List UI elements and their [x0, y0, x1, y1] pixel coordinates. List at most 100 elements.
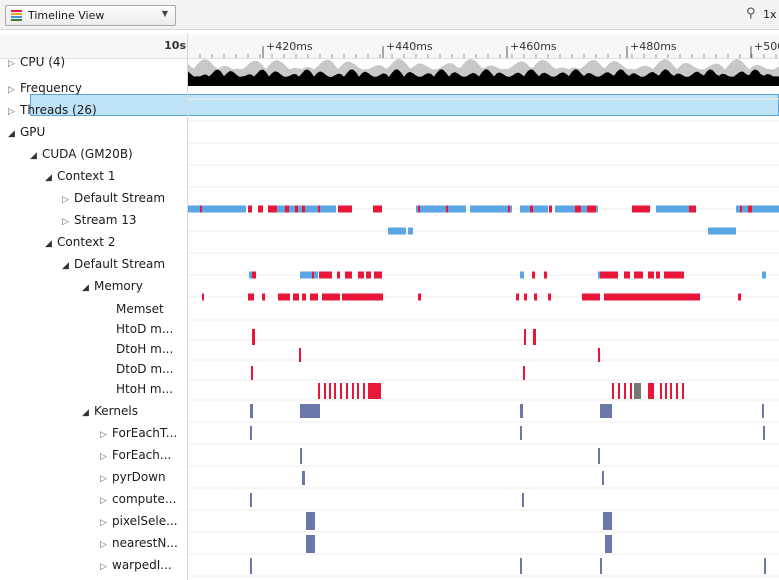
memory-bar — [262, 293, 265, 301]
tree-row[interactable]: DtoH m... — [100, 338, 173, 360]
ruler-start-label: 10s — [164, 39, 186, 52]
tree-row[interactable]: ▷ Default Stream — [62, 187, 165, 209]
memory-bar — [624, 271, 630, 279]
tree-row[interactable]: ◢ Context 2 — [45, 231, 115, 253]
tree-row[interactable]: HtoH m... — [100, 378, 173, 400]
memory-bar — [612, 383, 614, 399]
memory-bar — [604, 293, 700, 301]
kernel-bar — [388, 227, 406, 235]
tree-row[interactable]: ◢ Kernels — [82, 400, 138, 422]
collapsed-arrow-icon[interactable]: ▷ — [8, 59, 15, 69]
tree-row[interactable]: ▷ Frequency — [8, 77, 82, 99]
view-dropdown[interactable]: Timeline View ▼ — [5, 5, 176, 26]
timeline-tracks[interactable]: +420ms +440ms +460ms +480ms +500ms — [188, 34, 779, 580]
memory-bar — [632, 205, 650, 213]
expanded-arrow-icon[interactable]: ◢ — [30, 151, 37, 161]
kernel-bar — [520, 558, 522, 574]
tree-row[interactable]: ◢ Memory — [82, 275, 143, 297]
collapsed-arrow-icon[interactable]: ▷ — [100, 518, 107, 528]
collapsed-arrow-icon[interactable]: ▷ — [100, 562, 107, 572]
tree-row-label: ForEach... — [112, 448, 172, 462]
memory-bar — [368, 383, 370, 399]
collapsed-arrow-icon[interactable]: ▷ — [100, 496, 107, 506]
memory-bar — [329, 383, 331, 399]
kernel-bar — [188, 205, 246, 213]
memory-bar — [295, 205, 298, 213]
tree-row[interactable]: ▷ ForEach... — [100, 444, 171, 466]
time-ruler[interactable] — [0, 34, 779, 59]
kernel-bar — [306, 535, 315, 553]
tree-row-label: DtoH m... — [116, 342, 174, 356]
tree-row[interactable]: ▷ CPU (4) — [8, 51, 65, 73]
expanded-arrow-icon[interactable]: ◢ — [45, 173, 52, 183]
memory-bar — [202, 293, 204, 301]
memory-bar — [318, 205, 320, 213]
memory-bar — [508, 205, 510, 213]
tree-row[interactable]: ▷ pixelSele... — [100, 510, 178, 532]
tree-row[interactable]: ▷ pyrDown — [100, 466, 166, 488]
memory-bar — [293, 293, 299, 301]
tree-row-label: compute... — [112, 492, 177, 506]
tree-row[interactable]: HtoD m... — [100, 318, 173, 340]
kernel-bar — [764, 558, 766, 574]
tree-row-label: Threads (26) — [20, 103, 97, 117]
splitter[interactable] — [187, 34, 188, 580]
expanded-arrow-icon[interactable]: ◢ — [82, 408, 89, 418]
collapsed-arrow-icon[interactable]: ▷ — [62, 217, 69, 227]
memory-bar — [738, 293, 741, 301]
kernel-bar — [602, 471, 604, 485]
expanded-arrow-icon[interactable]: ◢ — [8, 129, 15, 139]
tree-row[interactable]: ◢ Context 1 — [45, 165, 115, 187]
collapsed-arrow-icon[interactable]: ▷ — [62, 195, 69, 205]
ruler-tick-label: +480ms — [630, 40, 677, 53]
memory-bar — [648, 271, 654, 279]
collapsed-arrow-icon[interactable]: ▷ — [8, 85, 15, 95]
memory-bar — [346, 383, 348, 399]
tree-row[interactable]: ▷ nearestN... — [100, 532, 178, 554]
expanded-arrow-icon[interactable]: ◢ — [82, 283, 89, 293]
collapsed-arrow-icon[interactable]: ▷ — [8, 107, 15, 117]
kernel-bar — [416, 205, 466, 213]
tree-row[interactable]: Memset — [100, 298, 164, 320]
kernel-bar — [762, 404, 764, 418]
collapsed-arrow-icon[interactable]: ▷ — [100, 474, 107, 484]
zoom-level: 1x — [763, 8, 777, 21]
collapsed-arrow-icon[interactable]: ▷ — [100, 430, 107, 440]
tree-row[interactable]: ◢ Default Stream — [62, 253, 165, 275]
tree-row[interactable]: ◢ GPU — [8, 121, 45, 143]
tree-row[interactable]: DtoD m... — [100, 358, 173, 380]
kernel-bar — [250, 493, 252, 507]
ruler-tick-label: +420ms — [266, 40, 313, 53]
kernel-bar — [520, 271, 524, 279]
collapsed-arrow-icon[interactable]: ▷ — [100, 452, 107, 462]
tree-row[interactable]: ▷ Threads (26) — [8, 99, 97, 121]
kernel-bar — [656, 205, 690, 213]
expanded-arrow-icon[interactable]: ◢ — [62, 261, 69, 271]
tree-row[interactable]: ▷ warpedI... — [100, 554, 172, 576]
tree-row-label: nearestN... — [112, 536, 178, 550]
tree-row-label: Kernels — [94, 404, 138, 418]
tree-row-label: DtoD m... — [116, 362, 174, 376]
memory-bar — [418, 293, 421, 301]
memory-bar — [600, 271, 618, 279]
tree-row[interactable]: ▷ compute... — [100, 488, 176, 510]
memory-bar — [665, 383, 667, 399]
memory-bar — [252, 329, 255, 345]
tree-row[interactable]: ▷ ForEachT... — [100, 422, 177, 444]
tree-row[interactable]: ◢ CUDA (GM20B) — [30, 143, 133, 165]
kernel-bar — [470, 205, 512, 213]
kernel-bar — [605, 535, 612, 553]
memory-bar — [544, 271, 547, 279]
collapsed-arrow-icon[interactable]: ▷ — [100, 540, 107, 550]
ruler-tick-label: +500ms — [754, 40, 779, 53]
kernel-bar — [708, 227, 736, 235]
tree-row-label: HtoD m... — [116, 322, 174, 336]
memory-bar — [248, 293, 254, 301]
memory-bar — [656, 271, 660, 279]
memory-bar — [342, 293, 383, 301]
expanded-arrow-icon[interactable]: ◢ — [45, 239, 52, 249]
memory-bar — [370, 383, 381, 399]
memory-bar — [338, 205, 352, 213]
tree-row[interactable]: ▷ Stream 13 — [62, 209, 137, 231]
zoom-icon[interactable]: ⚲ — [746, 6, 756, 21]
